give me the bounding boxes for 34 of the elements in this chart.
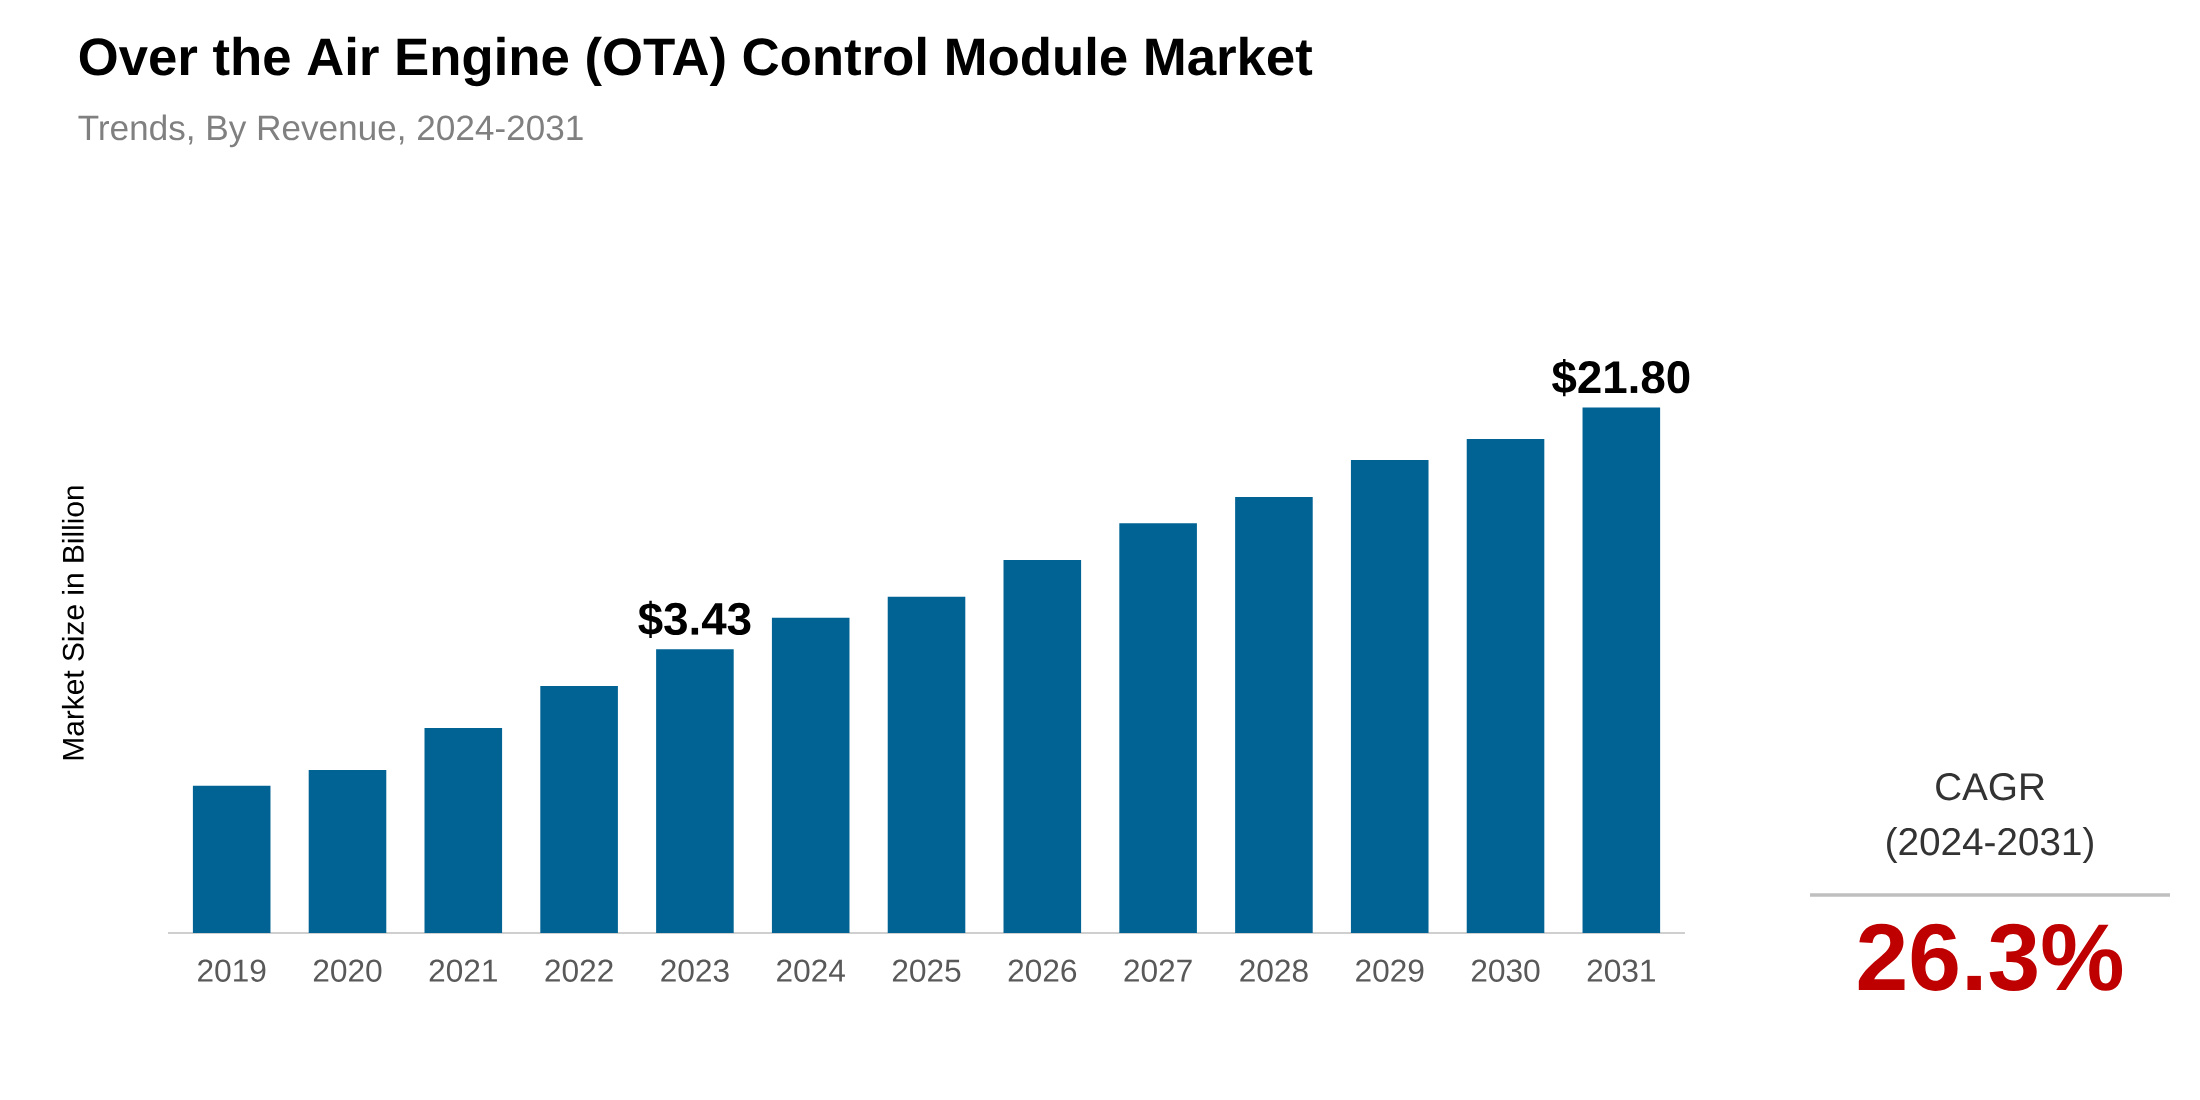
- chart-subtitle: Trends, By Revenue, 2024-2031: [78, 114, 583, 148]
- bar: [1350, 460, 1429, 933]
- x-tick-label: 2026: [1008, 959, 1077, 982]
- bar: [1466, 439, 1545, 933]
- x-tick-label: 2024: [777, 959, 845, 982]
- bar: [1119, 523, 1197, 933]
- annotation: $3.43: [638, 600, 751, 639]
- bar: [1235, 496, 1313, 933]
- x-tick-label: 2022: [545, 959, 613, 982]
- chart-title: Over the Air Engine (OTA) Control Module Market: [79, 36, 1313, 87]
- x-tick-label: 2025: [892, 959, 961, 982]
- x-tick-label: 2019: [198, 959, 266, 982]
- bar: [1003, 559, 1082, 933]
- x-tick-label: 2021: [429, 959, 497, 982]
- text: CAGR: [1936, 773, 2045, 801]
- x-tick-label: 2030: [1471, 959, 1540, 982]
- bar: [424, 728, 503, 933]
- bar: [540, 686, 618, 933]
- bar: [771, 617, 850, 933]
- x-tick-label: 2028: [1240, 959, 1308, 982]
- x-tick-label: 2029: [1356, 959, 1424, 982]
- bar: [1582, 407, 1661, 933]
- annotation: $21.80: [1552, 359, 1690, 397]
- y-axis-title: Market Size in Billion: [61, 486, 84, 760]
- x-tick-label: 2031: [1587, 959, 1655, 982]
- x-tick-label: 2023: [661, 959, 729, 982]
- bar: [308, 770, 387, 933]
- text: 26.3%: [1858, 923, 2123, 992]
- bar: [887, 596, 966, 933]
- bar: [656, 649, 734, 933]
- x-tick-label: 2020: [313, 959, 382, 982]
- text: (2024-2031): [1887, 826, 2093, 863]
- x-tick-label: 2027: [1124, 959, 1192, 982]
- bar: [192, 785, 271, 933]
